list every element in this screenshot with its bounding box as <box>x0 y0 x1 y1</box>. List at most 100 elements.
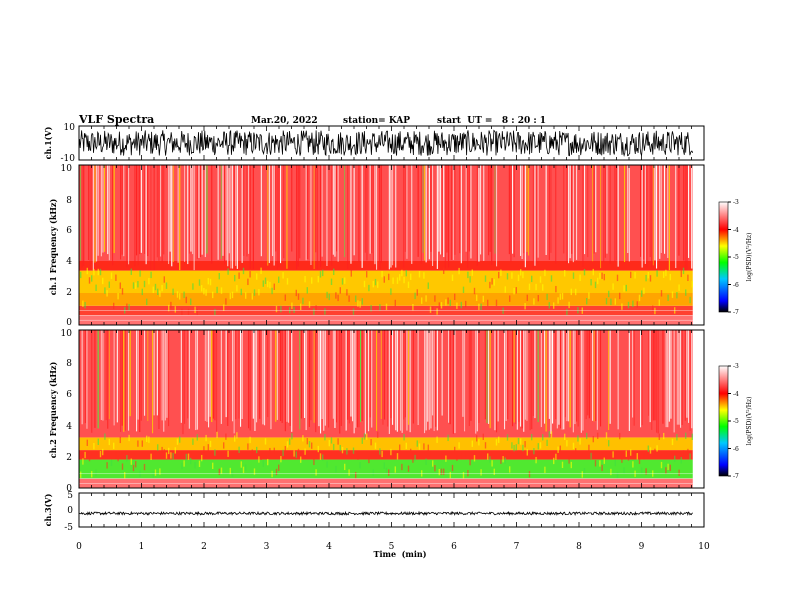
spectrogram-speckle <box>535 456 537 464</box>
spectrogram-speckle <box>643 453 645 460</box>
spectrogram-speckle <box>141 440 143 447</box>
colorbar-ch1-tick-minus4: -4 <box>733 227 739 234</box>
spectrogram-streak <box>609 165 611 264</box>
spectrogram-streak <box>212 330 214 419</box>
spectrogram-speckle <box>328 439 330 447</box>
spectrogram-speckle <box>423 272 425 279</box>
spectrogram-streak <box>166 330 168 418</box>
spectrogram-streak <box>446 165 448 253</box>
spectrogram-streak <box>587 330 589 416</box>
spectrogram-speckle <box>203 446 205 453</box>
spectrogram-speckle <box>627 454 630 461</box>
spectrogram-streak <box>571 165 573 254</box>
spectrogram-streak <box>297 165 299 267</box>
spectrogram-streak <box>264 330 266 426</box>
spectrogram-speckle <box>594 281 597 289</box>
spectrogram-streak <box>107 330 109 429</box>
spectrogram-speckle <box>660 461 663 469</box>
spectrogram-band <box>79 450 693 460</box>
spectrogram-streak <box>246 165 248 257</box>
spectrogram-streak <box>91 165 93 264</box>
spectrogram-speckle <box>535 283 537 291</box>
spectrogram-speckle <box>119 436 121 444</box>
spectrogram-streak <box>268 165 270 264</box>
spectrogram-streak <box>428 330 430 430</box>
spectrogram-speckle <box>273 447 275 454</box>
spectrogram-streak <box>291 165 293 252</box>
spectrogram-speckle <box>599 272 601 280</box>
spectrogram-speckle <box>80 271 82 279</box>
spectrogram-speckle <box>451 274 454 281</box>
spectrogram-streak <box>544 330 546 424</box>
spectrogram-speckle <box>377 431 379 438</box>
spectrogram-speckle <box>344 277 346 284</box>
spectrogram-speckle <box>443 468 445 475</box>
spectrogram-speckle <box>449 299 451 307</box>
spectrogram-speckle <box>528 283 531 291</box>
spectrogram-speckle <box>97 268 99 276</box>
spectrogram-speckle <box>691 433 693 440</box>
spectrogram-speckle <box>601 272 603 279</box>
spectrogram-speckle <box>322 454 324 461</box>
spectrogram-speckle <box>159 290 161 297</box>
spectrogram-speckle <box>291 433 293 440</box>
spectrogram-speckle <box>223 304 225 311</box>
spectrogram-speckle <box>625 284 627 292</box>
spectrogram-speckle <box>236 432 238 439</box>
spectrogram-speckle <box>396 453 399 460</box>
spectrogram-streak <box>513 330 515 423</box>
spectrogram-speckle <box>130 268 132 275</box>
spectrogram-streak <box>435 330 437 427</box>
spectrogram-streak <box>137 330 139 420</box>
spectrogram-speckle <box>445 299 447 306</box>
spectrogram-speckle <box>183 460 185 467</box>
spectrogram-streak <box>403 165 405 268</box>
spectrogram-streak <box>550 165 552 253</box>
spectrogram-speckle <box>583 468 586 475</box>
spectrogram-streak <box>420 165 422 264</box>
spectrogram-speckle <box>251 293 253 300</box>
spectrogram-streak <box>235 165 237 266</box>
spectrogram-speckle <box>425 295 427 302</box>
spectrogram-speckle <box>368 284 370 292</box>
spectrogram-speckle <box>649 275 652 282</box>
spectrogram-speckle <box>487 299 489 307</box>
spectrogram-streak <box>555 165 557 264</box>
spectrogram-streak <box>564 330 566 418</box>
spectrogram-speckle <box>685 432 687 439</box>
spectrogram-streak <box>678 330 680 425</box>
spectrogram-speckle <box>550 275 553 282</box>
spectrogram-speckle <box>352 447 355 454</box>
spectrogram-streak <box>688 330 690 423</box>
spectrogram-streak <box>633 330 635 426</box>
spectrogram-speckle <box>559 293 561 300</box>
spectrogram-streak <box>360 330 362 422</box>
spectrogram-speckle <box>572 272 575 279</box>
spectrogram-streak <box>595 165 597 253</box>
spectrogram-speckle <box>458 442 460 449</box>
spectrogram-streak <box>483 165 485 261</box>
spectrogram-speckle <box>335 292 337 299</box>
spectrogram-streak <box>249 330 251 431</box>
spectrogram-speckle <box>258 289 260 296</box>
spectrogram-speckle <box>249 436 251 444</box>
spectrogram-streak <box>172 165 174 263</box>
ch2-freq-tick-4: 4 <box>66 422 72 432</box>
spectrogram-speckle <box>498 271 500 279</box>
spectrogram-streak <box>140 330 142 421</box>
spectrogram-speckle <box>546 439 548 446</box>
spectrogram-speckle <box>84 451 86 459</box>
spectrogram-streak <box>315 330 317 433</box>
spectrogram-speckle <box>267 280 269 288</box>
spectrogram-streak <box>100 165 102 257</box>
spectrogram-speckle <box>638 457 641 464</box>
ch3-waveform-ticks <box>78 493 705 527</box>
ch1-spectrogram-ticks <box>78 165 705 325</box>
spectrogram-streak <box>224 165 226 265</box>
spectrogram-speckle <box>414 292 416 300</box>
spectrogram-speckle <box>634 272 636 279</box>
spectrogram-streak <box>646 165 648 268</box>
spectrogram-speckle <box>498 436 500 443</box>
spectrogram-streak <box>147 330 149 422</box>
spectrogram-streak <box>348 330 350 424</box>
